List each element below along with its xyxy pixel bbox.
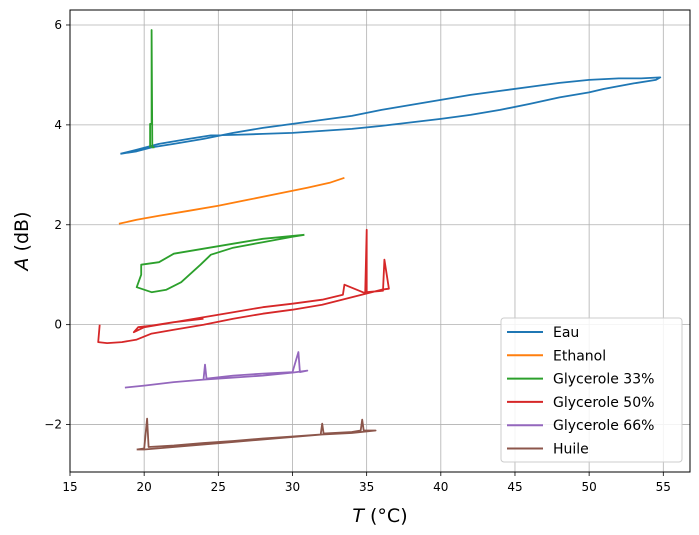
x-axis-label: T (°C) — [352, 505, 407, 527]
x-axis-ticks: 15 20 25 30 35 40 45 50 55 — [62, 472, 671, 494]
x-tick-label: 30 — [285, 480, 300, 494]
series-line-ethanol — [118, 176, 345, 225]
series-line-huile — [136, 417, 377, 451]
x-tick-label: 45 — [507, 480, 522, 494]
y-axis-var: A — [11, 257, 33, 272]
y-tick-label: 0 — [54, 318, 62, 332]
x-tick-label: 25 — [211, 480, 226, 494]
legend-label: Glycerole 50% — [553, 395, 654, 411]
x-tick-label: 15 — [62, 480, 77, 494]
y-tick-label: 4 — [54, 118, 62, 132]
legend-box — [500, 317, 683, 463]
legend-label: Eau — [553, 325, 579, 341]
x-tick-label: 20 — [137, 480, 152, 494]
y-tick-label: 2 — [54, 218, 62, 232]
series-layer — [97, 29, 662, 451]
series-line-eau — [120, 76, 662, 155]
y-tick-label: 6 — [54, 18, 62, 32]
legend-label: Ethanol — [553, 348, 606, 364]
x-tick-label: 40 — [433, 480, 448, 494]
legend-label: Glycerole 33% — [553, 372, 654, 388]
y-axis-unit: (dB) — [11, 212, 33, 258]
plot-frame — [69, 9, 691, 473]
legend-label: Glycerole 66% — [553, 418, 654, 434]
series-line-glycerole-66- — [124, 351, 309, 389]
legend-label: Huile — [553, 442, 589, 458]
y-axis-label: A (dB) — [11, 212, 33, 273]
x-tick-label: 35 — [359, 480, 374, 494]
y-axis-ticks: −2 0 2 4 6 — [44, 18, 70, 432]
legend: Eau Ethanol Glycerole 33% Glycerole 50% Glyc… — [500, 317, 683, 463]
series-line-glycerole-33- — [135, 29, 305, 294]
x-axis-var: T — [352, 505, 365, 527]
x-tick-label: 55 — [656, 480, 671, 494]
x-tick-label: 50 — [581, 480, 596, 494]
series-line-glycerole-50- — [97, 228, 390, 344]
y-tick-label: −2 — [44, 418, 62, 432]
x-axis-unit: (°C) — [364, 505, 408, 527]
